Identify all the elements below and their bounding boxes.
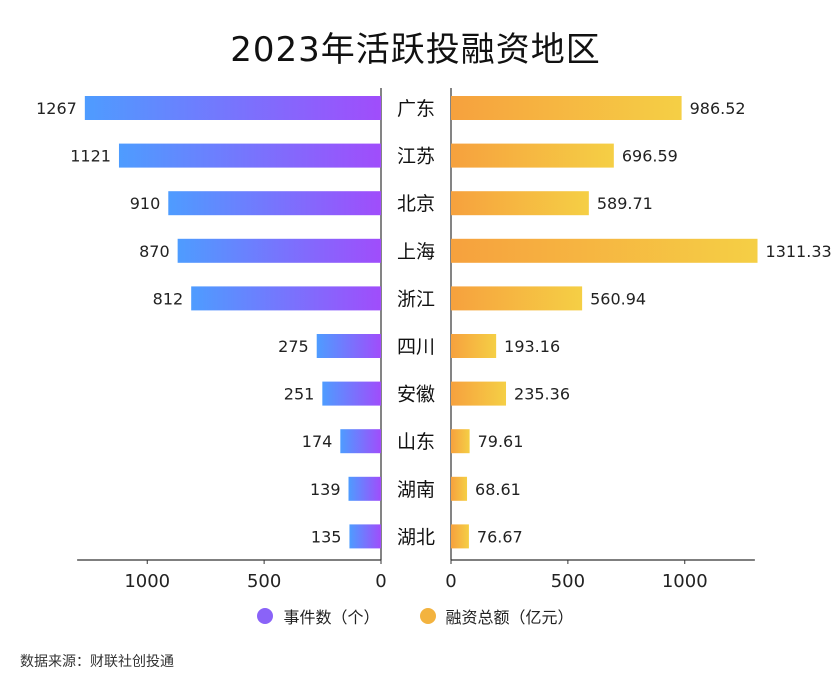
label-financing-amount-2: 589.71	[597, 194, 653, 213]
bar-financing-amount-6	[451, 381, 507, 406]
left-tick-label-1: 500	[247, 571, 281, 592]
category-label-1: 江苏	[397, 146, 435, 168]
label-financing-amount-8: 68.61	[475, 480, 521, 499]
bar-event-count-9	[349, 524, 381, 549]
category-label-7: 山东	[397, 431, 435, 453]
category-label-4: 浙江	[397, 288, 435, 310]
bar-event-count-8	[348, 476, 381, 501]
legend-label-event-count: 事件数（个）	[283, 608, 380, 627]
label-event-count-5: 275	[278, 337, 309, 356]
chart-title: 2023年活跃投融资地区	[230, 30, 601, 70]
label-financing-amount-0: 986.52	[690, 99, 746, 118]
right-tick-label-1: 500	[551, 571, 585, 592]
label-event-count-0: 1267	[36, 99, 77, 118]
bar-event-count-3	[177, 238, 381, 263]
bar-financing-amount-4	[451, 286, 583, 311]
bar-financing-amount-1	[451, 143, 614, 168]
category-label-0: 广东	[397, 98, 435, 120]
label-financing-amount-5: 193.16	[504, 337, 560, 356]
right-tick-label-2: 1000	[662, 571, 708, 592]
category-label-3: 上海	[397, 241, 435, 263]
bar-financing-amount-2	[451, 191, 589, 216]
category-label-6: 安徽	[397, 384, 435, 406]
category-label-2: 北京	[397, 193, 435, 215]
bar-event-count-4	[191, 286, 381, 311]
category-label-5: 四川	[397, 336, 435, 358]
label-event-count-7: 174	[302, 432, 333, 451]
legend-label-financing-amount: 融资总额（亿元）	[445, 608, 574, 627]
label-financing-amount-4: 560.94	[590, 289, 646, 308]
bar-financing-amount-5	[451, 334, 497, 358]
bar-financing-amount-9	[451, 524, 469, 549]
bar-financing-amount-8	[451, 476, 468, 501]
bar-event-count-1	[118, 143, 381, 168]
label-event-count-1: 1121	[70, 147, 111, 166]
legend: 事件数（个） 融资总额（亿元）	[0, 604, 831, 628]
label-event-count-2: 910	[130, 194, 161, 213]
bar-financing-amount-7	[451, 429, 470, 454]
source-note: 数据来源：财联社创投通	[20, 654, 174, 670]
chart-canvas: 1267 986.52 广东 1121 696.59 江苏 910 589.71 北京 870 13…	[36, 88, 831, 592]
category-label-8: 湖南	[397, 479, 435, 501]
label-event-count-6: 251	[284, 385, 315, 404]
label-event-count-3: 870	[139, 242, 170, 261]
bar-event-count-7	[340, 429, 381, 454]
label-financing-amount-1: 696.59	[622, 147, 678, 166]
label-financing-amount-3: 1311.33	[766, 242, 831, 261]
label-financing-amount-9: 76.67	[477, 527, 523, 546]
label-event-count-8: 139	[310, 480, 341, 499]
label-financing-amount-7: 79.61	[478, 432, 524, 451]
bar-event-count-2	[168, 191, 381, 216]
bar-event-count-5	[316, 334, 381, 358]
legend-item-financing-amount[interactable]: 融资总额（亿元）	[419, 604, 574, 628]
label-financing-amount-6: 235.36	[514, 385, 570, 404]
legend-dot-event-count	[257, 608, 274, 624]
bar-event-count-6	[322, 381, 381, 406]
bar-financing-amount-3	[451, 238, 758, 263]
category-label-9: 湖北	[397, 526, 435, 548]
label-event-count-4: 812	[153, 289, 184, 308]
left-tick-label-0: 1000	[124, 571, 170, 592]
bar-financing-amount-0	[451, 96, 682, 120]
bar-event-count-0	[84, 96, 381, 120]
right-tick-label-0: 0	[445, 571, 456, 592]
left-tick-label-2: 0	[375, 571, 386, 592]
legend-item-event-count[interactable]: 事件数（个）	[257, 604, 380, 628]
legend-dot-financing-amount	[419, 608, 436, 624]
label-event-count-9: 135	[311, 527, 342, 546]
